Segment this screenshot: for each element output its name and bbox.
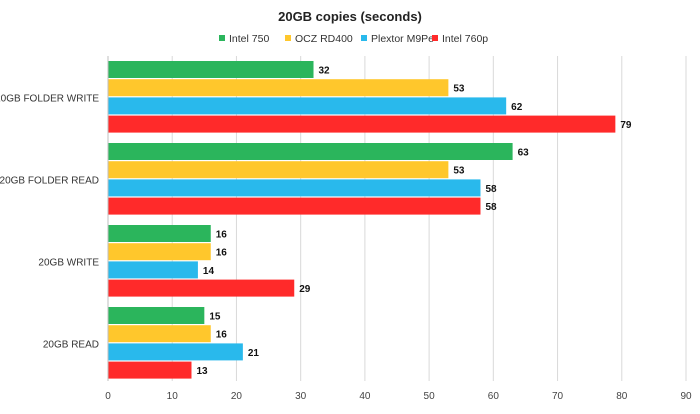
data-label-1-1: 53: [453, 166, 465, 177]
legend-label-1: OCZ RD400: [295, 33, 353, 45]
x-tick-label-9: 90: [680, 391, 692, 402]
bar-2-0: [108, 225, 211, 242]
x-tick-label-6: 60: [488, 391, 500, 402]
data-label-3-1: 16: [216, 330, 228, 341]
category-label-1: 20GB FOLDER READ: [0, 175, 99, 186]
data-label-0-0: 32: [319, 66, 331, 77]
x-tick-label-7: 70: [552, 391, 564, 402]
category-labels: 20GB FOLDER WRITE 20GB FOLDER READ 20GB WR…: [0, 93, 99, 350]
legend-swatch-1: [285, 35, 291, 41]
bar-2-3: [108, 279, 295, 297]
x-tick-label-1: 10: [167, 391, 179, 402]
bar-0-1: [108, 79, 449, 97]
legend-swatch-0: [219, 35, 225, 41]
category-label-2: 20GB WRITE: [38, 257, 99, 268]
data-label-1-0: 63: [518, 148, 530, 159]
x-tick-label-3: 30: [295, 391, 307, 402]
bar-1-1: [108, 161, 449, 179]
data-label-3-2: 21: [248, 348, 260, 359]
legend-swatch-3: [432, 35, 438, 41]
bar-0-3: [108, 115, 616, 133]
data-label-0-2: 62: [511, 102, 523, 113]
bar-2-1: [108, 243, 211, 261]
bar-3-0: [108, 307, 205, 324]
bar-1-0: [108, 143, 513, 160]
bar-3-2: [108, 343, 243, 361]
chart-title: 20GB copies (seconds): [278, 9, 422, 24]
bar-2-2: [108, 261, 198, 279]
bar-1-2: [108, 179, 481, 197]
bar-3-3: [108, 361, 192, 379]
data-label-1-2: 58: [485, 184, 497, 195]
x-axis-tick-labels: 0 10 20 30 40 50 60 70 80 90: [105, 391, 692, 402]
x-tick-label-2: 20: [231, 391, 243, 402]
data-label-3-3: 13: [196, 366, 208, 377]
x-tick-label-4: 40: [359, 391, 371, 402]
data-label-2-0: 16: [216, 230, 228, 241]
data-label-1-3: 58: [485, 202, 497, 213]
legend-label-2: Plextor M9Pe: [371, 33, 434, 45]
x-tick-label-0: 0: [105, 391, 111, 402]
category-label-3: 20GB READ: [43, 339, 99, 350]
x-tick-label-5: 50: [424, 391, 436, 402]
x-tick-label-8: 80: [616, 391, 628, 402]
data-label-0-1: 53: [453, 84, 465, 95]
legend-label-3: Intel 760p: [442, 33, 488, 45]
legend-swatch-2: [361, 35, 367, 41]
legend: Intel 750 OCZ RD400 Plextor M9Pe Intel 760p: [219, 33, 488, 45]
data-label-0-3: 79: [620, 120, 632, 131]
bar-1-3: [108, 197, 481, 215]
legend-label-0: Intel 750: [229, 33, 269, 45]
category-label-0: 20GB FOLDER WRITE: [0, 93, 99, 104]
bar-3-1: [108, 325, 211, 343]
data-label-2-1: 16: [216, 248, 228, 259]
bar-0-2: [108, 97, 507, 115]
bar-0-0: [108, 61, 314, 78]
data-label-2-3: 29: [299, 284, 311, 295]
data-label-3-0: 15: [209, 312, 221, 323]
data-label-2-2: 14: [203, 266, 215, 277]
